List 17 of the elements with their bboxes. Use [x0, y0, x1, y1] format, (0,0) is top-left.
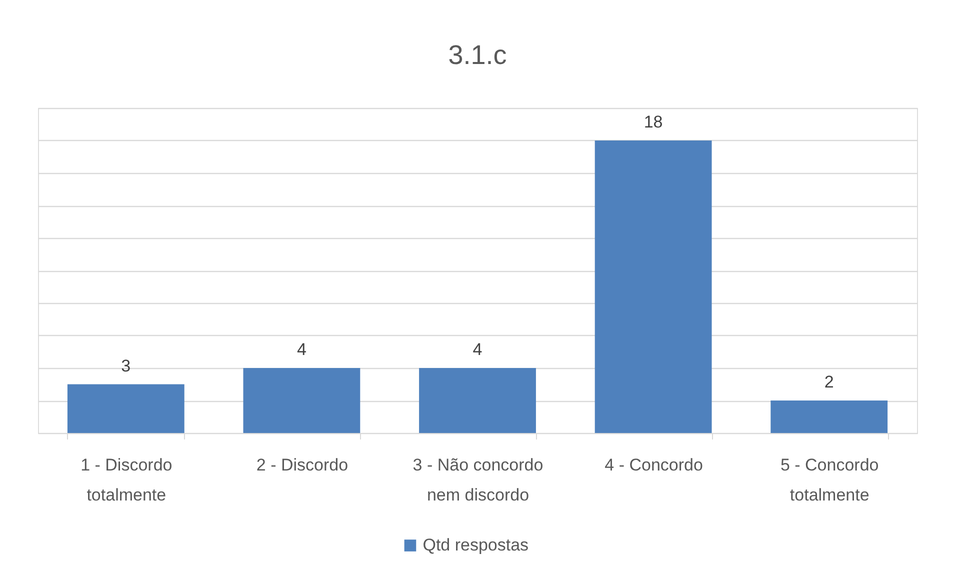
x-tick-label: 1 - Discordo totalmente: [80, 456, 172, 504]
data-label: 18: [644, 112, 663, 132]
data-label: 3: [121, 356, 131, 376]
bar: [243, 368, 360, 433]
bar: [594, 140, 712, 433]
data-label: 4: [472, 340, 482, 359]
x-tick-label: 3 - Não concordo nem discordo: [412, 456, 544, 504]
legend-label: Qtd respostas: [422, 536, 529, 554]
data-label: 4: [296, 340, 306, 359]
x-tick-label: 5 - Concordo totalmente: [780, 456, 879, 504]
bar: [770, 400, 888, 433]
chart-title: 3.1.c: [448, 40, 507, 70]
x-tick-label: 4 - Concordo: [604, 456, 703, 474]
bar: [67, 384, 184, 433]
bar: [419, 368, 536, 433]
data-label: 2: [824, 372, 834, 392]
x-tick-label: 2 - Discordo: [256, 456, 348, 474]
